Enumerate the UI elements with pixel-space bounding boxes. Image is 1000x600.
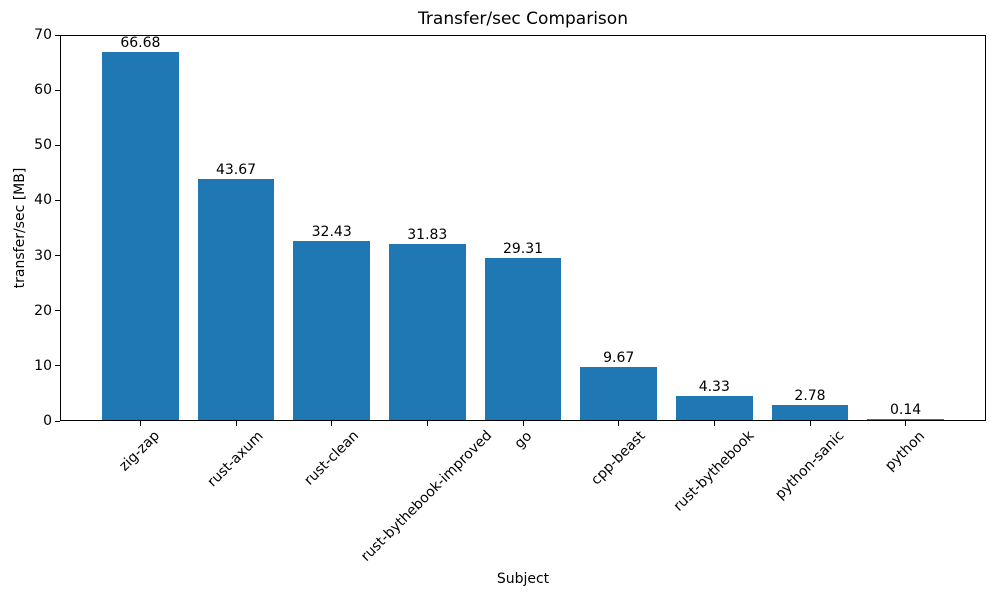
x-tick xyxy=(905,421,907,426)
x-tick-label: go xyxy=(511,427,535,452)
x-tick-label: rust-axum xyxy=(204,428,267,491)
bar xyxy=(771,405,849,420)
x-tick-label: rust-clean xyxy=(300,427,362,489)
bar xyxy=(484,258,562,420)
y-tick-label: 20 xyxy=(34,302,52,319)
y-tick-label: 50 xyxy=(34,137,52,154)
x-tick xyxy=(522,421,524,426)
y-tick-label: 70 xyxy=(34,27,52,43)
y-tick xyxy=(55,199,60,201)
x-tick xyxy=(139,421,141,426)
bar-value-label: 43.67 xyxy=(215,162,257,178)
y-tick xyxy=(55,255,60,257)
bar-value-label: 9.67 xyxy=(603,350,635,366)
y-tick xyxy=(55,310,60,312)
bar-value-label: 2.78 xyxy=(794,388,826,404)
x-tick xyxy=(235,421,237,426)
bar xyxy=(676,396,753,420)
x-tick-label: rust-bythebook-improved xyxy=(358,427,496,566)
bar-value-label: 29.31 xyxy=(502,241,544,257)
y-tick-label: 30 xyxy=(34,247,52,264)
x-tick xyxy=(809,421,811,426)
y-tick xyxy=(55,144,60,146)
bar-value-label: 66.68 xyxy=(120,35,161,51)
y-tick-label: 40 xyxy=(34,192,52,209)
x-tick xyxy=(618,421,620,426)
y-tick xyxy=(55,365,60,367)
bar xyxy=(867,419,944,420)
bar-value-label: 31.83 xyxy=(407,227,448,243)
x-tick xyxy=(426,421,428,426)
x-tick-label: python-sanic xyxy=(772,427,848,504)
y-tick xyxy=(55,34,60,36)
bar xyxy=(102,52,179,420)
bar xyxy=(197,179,275,420)
y-axis-title-text: transfer/sec [MB] xyxy=(12,167,28,289)
y-tick-label: 0 xyxy=(43,413,52,429)
y-tick xyxy=(55,89,60,91)
bar-value-label: 4.33 xyxy=(698,379,730,395)
y-tick-label: 10 xyxy=(34,357,52,374)
bar xyxy=(389,244,466,420)
bar-value-label: 0.14 xyxy=(890,402,922,418)
x-tick-label: cpp-beast xyxy=(588,427,649,489)
x-tick xyxy=(331,421,333,426)
x-tick-label: rust-bythebook xyxy=(670,428,758,515)
bar xyxy=(293,241,370,420)
chart-title: Transfer/sec Comparison xyxy=(418,9,628,29)
x-tick-label: zig-zap xyxy=(116,427,164,475)
bar xyxy=(580,367,657,420)
y-tick-label: 60 xyxy=(34,82,52,99)
x-tick xyxy=(713,421,715,426)
x-tick-label: python xyxy=(882,427,929,474)
x-axis-title: Subject xyxy=(496,571,550,587)
y-tick xyxy=(55,420,60,422)
bar-value-label: 32.43 xyxy=(311,224,352,240)
